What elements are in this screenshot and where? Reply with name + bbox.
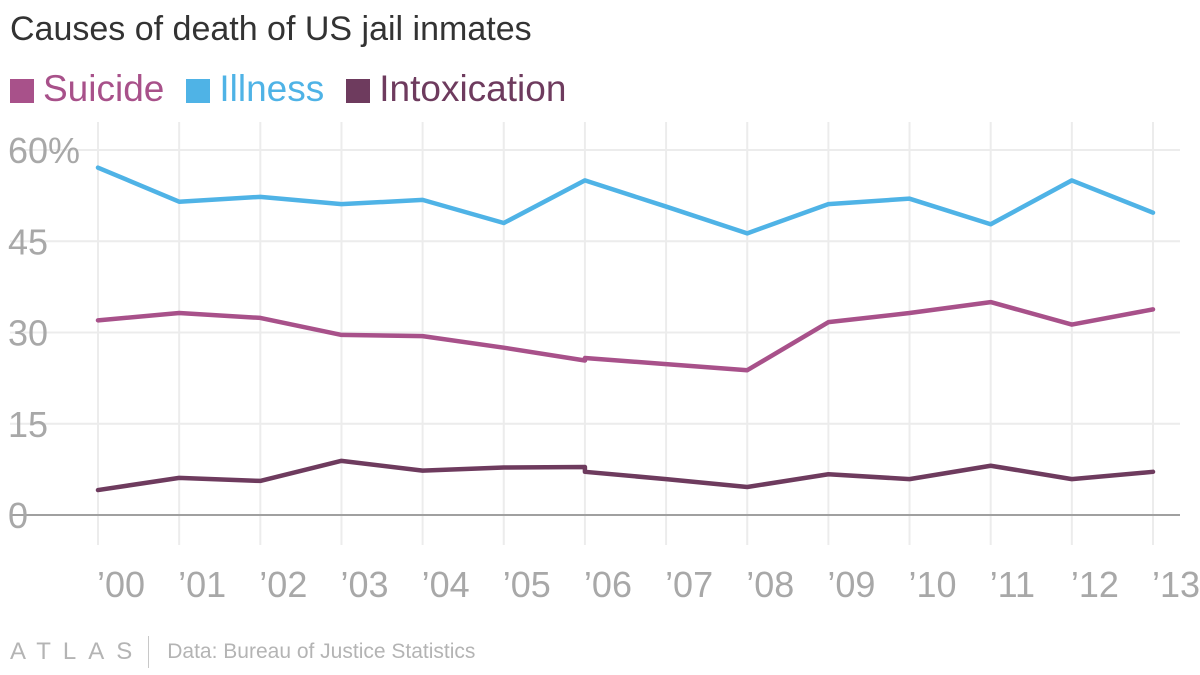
legend-label-intoxication: Intoxication xyxy=(379,68,567,109)
y-tick-label: 60% xyxy=(8,130,80,171)
legend-swatch-illness xyxy=(186,78,211,103)
legend-swatch-suicide xyxy=(10,78,34,103)
y-tick-label: 45 xyxy=(8,221,48,262)
atlas-logo: ATLAS xyxy=(10,638,145,665)
x-tick-label: ’08 xyxy=(746,564,794,605)
series-line-intoxication xyxy=(95,458,1156,493)
y-tick-label: 0 xyxy=(8,495,28,536)
x-tick-label: ’12 xyxy=(1071,564,1119,605)
x-tick-label: ’01 xyxy=(178,564,226,605)
legend-item-suicide: Suicide xyxy=(10,68,164,110)
series-lines xyxy=(95,165,1156,493)
legend-item-illness: Illness xyxy=(186,68,324,110)
x-tick-label: ’10 xyxy=(909,564,957,605)
y-tick-label: 15 xyxy=(8,404,48,445)
legend-label-suicide: Suicide xyxy=(43,68,165,109)
x-tick-label: ’07 xyxy=(665,564,713,605)
data-source: Data: Bureau of Justice Statistics xyxy=(167,640,476,663)
legend-item-intoxication: Intoxication xyxy=(346,68,566,110)
x-tick-label: ’02 xyxy=(259,564,307,605)
chart-title: Causes of death of US jail inmates xyxy=(10,10,532,48)
line-chart: 0 15 30 45 60% ’00 ’01 ’02 ’03 ’04 ’05 ’06 ’07 ’08 ’09… xyxy=(8,122,1200,605)
legend: Suicide Illness Intoxication xyxy=(10,68,588,110)
x-tick-label: ’05 xyxy=(503,564,551,605)
y-tick-label: 30 xyxy=(8,313,48,354)
x-tick-label: ’09 xyxy=(827,564,875,605)
axes: 0 15 30 45 60% ’00 ’01 ’02 ’03 ’04 ’05 ’06 ’07 ’08 ’09… xyxy=(8,130,1200,605)
x-tick-label: ’03 xyxy=(340,564,388,605)
x-tick-label: ’11 xyxy=(990,564,1035,605)
x-tick-label: ’00 xyxy=(97,564,145,605)
series-line-illness xyxy=(95,165,1156,236)
legend-label-illness: Illness xyxy=(219,68,325,109)
footer-divider xyxy=(148,636,150,668)
series-line-suicide xyxy=(95,299,1156,373)
x-tick-label: ’04 xyxy=(422,564,470,605)
x-tick-label: ’13 xyxy=(1152,564,1200,605)
legend-swatch-intoxication xyxy=(346,78,371,103)
x-tick-label: ’06 xyxy=(584,564,632,605)
footer: ATLAS Data: Bureau of Justice Statistics xyxy=(10,636,475,668)
